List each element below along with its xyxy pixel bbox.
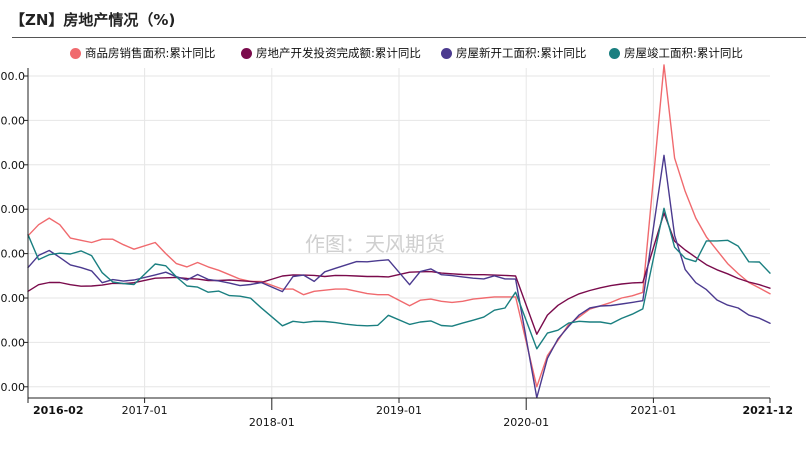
series-line-sales[interactable] xyxy=(27,64,771,388)
y-tick-label: 80.00 xyxy=(0,114,25,127)
legend-label-new-starts: 房屋新开工面积:累计同比 xyxy=(456,46,587,60)
y-tick-label: 40.00 xyxy=(0,203,25,216)
x-tick-label: 2018-01 xyxy=(249,416,295,429)
x-tick-label: 2017-01 xyxy=(122,404,168,417)
legend-item-completed[interactable]: 房屋竣工面积:累计同比 xyxy=(609,45,743,61)
legend-label-sales: 商品房销售面积:累计同比 xyxy=(85,46,216,60)
y-tick-label: 20.00 xyxy=(0,248,25,261)
y-tick-label: -40.00 xyxy=(0,381,25,394)
legend-item-sales[interactable]: 商品房销售面积:累计同比 xyxy=(70,45,215,61)
y-tick-label: 100.0 xyxy=(0,70,25,83)
x-tick-label: 2020-01 xyxy=(503,416,549,429)
y-tick-label: 0.00 xyxy=(1,292,26,305)
legend-label-completed: 房屋竣工面积:累计同比 xyxy=(624,46,743,60)
watermark-text: 作图：天风期货 xyxy=(305,232,445,256)
legend-item-investment[interactable]: 房地产开发投资完成额:累计同比 xyxy=(241,45,421,61)
chart-title: 【ZN】房地产情况（%) xyxy=(10,11,176,29)
x-tick-label: 2019-01 xyxy=(376,404,422,417)
axes: -40.00 -20.00 0.00 20.00 40.00 60.00 80.00 100.… xyxy=(0,68,793,429)
title-divider xyxy=(12,37,806,38)
x-tick-label: 2021-01 xyxy=(630,404,676,417)
series-line-investment[interactable] xyxy=(27,212,771,335)
legend-marker-new-starts xyxy=(441,47,452,59)
series-line-completed[interactable] xyxy=(27,207,771,350)
x-tick-label: 2021-12 xyxy=(743,404,794,417)
y-tick-label: 60.00 xyxy=(0,159,25,172)
legend-label-investment: 房地产开发投资完成额:累计同比 xyxy=(256,46,421,60)
legend-marker-sales xyxy=(70,47,81,59)
x-tick-label: 2016-02 xyxy=(33,404,84,417)
legend-marker-investment xyxy=(241,47,252,59)
legend-marker-completed xyxy=(609,47,620,59)
chart-legend: 商品房销售面积:累计同比 房地产开发投资完成额:累计同比 房屋新开工面积:累计同… xyxy=(0,45,812,63)
series-lines xyxy=(27,64,771,399)
y-tick-label: -20.00 xyxy=(0,336,25,349)
legend-item-new-starts[interactable]: 房屋新开工面积:累计同比 xyxy=(441,45,586,61)
series-line-new-starts[interactable] xyxy=(27,154,771,399)
